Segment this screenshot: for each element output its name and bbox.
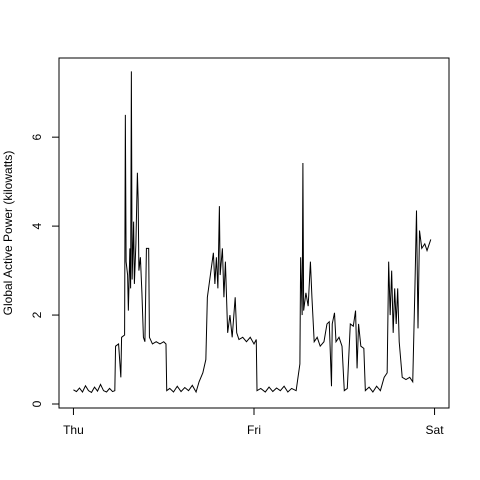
plot-frame <box>58 57 450 409</box>
y-tick-label: 2 <box>30 311 44 318</box>
x-tick-label: Sat <box>426 423 445 437</box>
x-tick-label: Fri <box>247 423 261 437</box>
x-tick-label: Thu <box>63 423 84 437</box>
y-tick-label: 4 <box>30 222 44 229</box>
y-tick-label: 0 <box>30 400 44 407</box>
data-line <box>73 71 432 394</box>
y-axis-label: Global Active Power (kilowatts) <box>1 151 15 316</box>
y-tick-label: 6 <box>30 134 44 141</box>
